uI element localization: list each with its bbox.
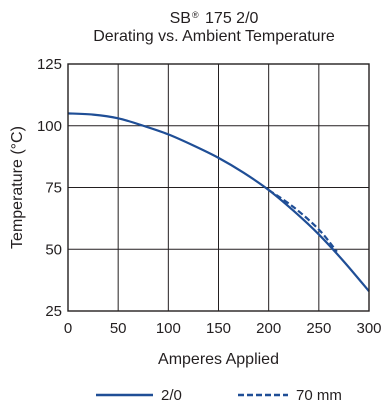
x-tick-label: 300 xyxy=(356,320,381,337)
x-tick-label: 200 xyxy=(256,320,281,337)
x-tick-labels: 0 50 100 150 200 250 300 xyxy=(64,320,382,337)
legend: 2/0 70 mm xyxy=(96,387,342,404)
y-tick-label: 125 xyxy=(37,56,62,73)
x-tick-label: 50 xyxy=(110,320,127,337)
plot-frame xyxy=(67,63,370,312)
y-tick-labels: 25 50 75 100 125 xyxy=(37,56,62,320)
chart-title-prefix: SB xyxy=(169,10,191,27)
chart-subtitle: Derating vs. Ambient Temperature xyxy=(93,28,335,45)
x-tick-label: 150 xyxy=(206,320,231,337)
series-line-dashed xyxy=(268,189,338,253)
chart-title-suffix: 175 2/0 xyxy=(200,10,259,27)
y-tick-label: 25 xyxy=(45,303,62,320)
y-axis-label: Temperature (°C) xyxy=(9,126,26,249)
grid xyxy=(67,63,370,312)
registered-mark: ® xyxy=(191,10,199,20)
legend-label: 2/0 xyxy=(161,387,182,404)
legend-label: 70 mm xyxy=(296,387,342,404)
y-tick-label: 75 xyxy=(45,180,62,197)
y-tick-label: 100 xyxy=(37,118,62,135)
series-line-solid xyxy=(67,112,370,292)
y-tick-label: 50 xyxy=(45,241,62,258)
series-lines xyxy=(67,112,370,292)
x-tick-label: 0 xyxy=(64,320,72,337)
x-axis-label: Amperes Applied xyxy=(158,351,279,368)
x-tick-label: 100 xyxy=(156,320,181,337)
chart-title: SB® 175 2/0 xyxy=(20,6,388,28)
x-tick-label: 250 xyxy=(306,320,331,337)
